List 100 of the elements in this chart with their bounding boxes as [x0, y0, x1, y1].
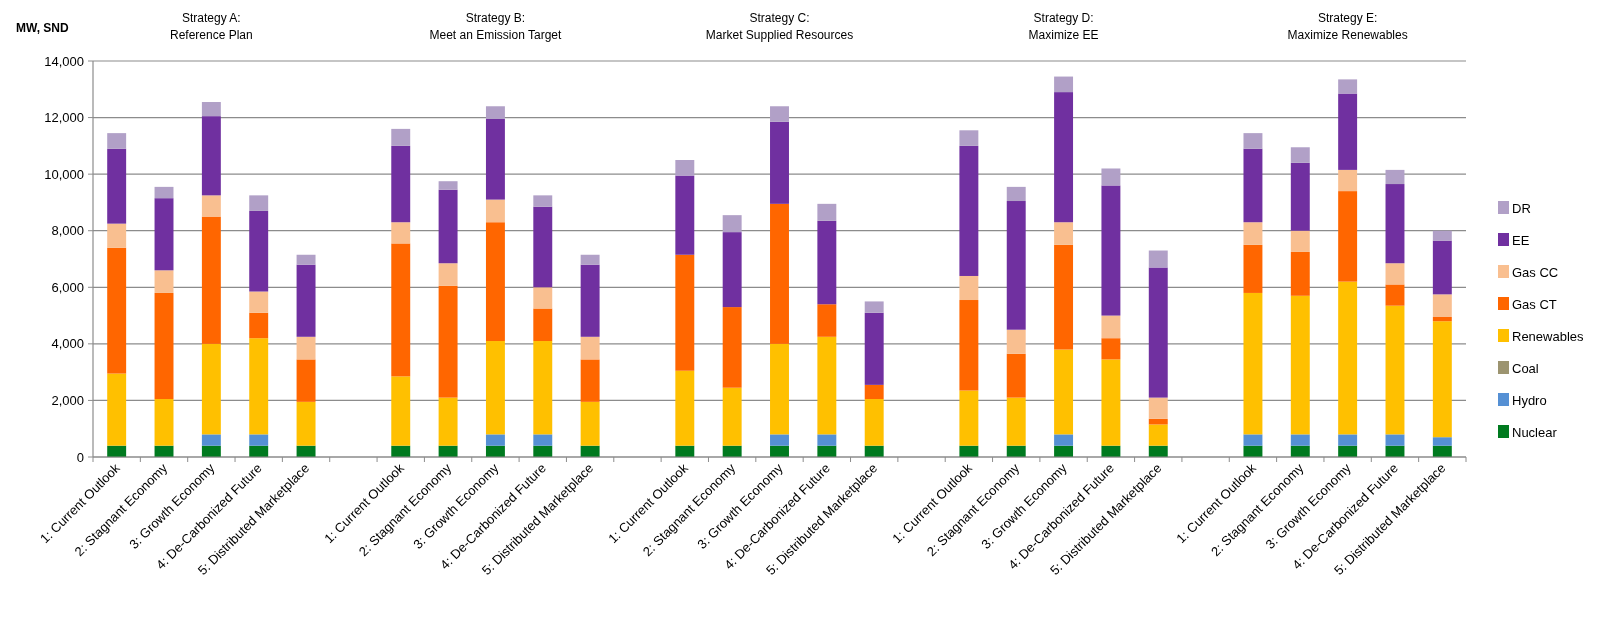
bar: [391, 128, 411, 146]
bar: [296, 336, 316, 360]
bar: [1432, 321, 1452, 438]
bar: [533, 308, 553, 342]
bar: [296, 264, 316, 337]
bar: [1290, 147, 1310, 163]
bar: [201, 102, 221, 117]
bar: [438, 263, 458, 286]
bar: [580, 336, 600, 360]
bar: [864, 399, 884, 446]
bar: [1432, 240, 1452, 295]
bar: [770, 434, 789, 446]
bar: [1338, 434, 1358, 446]
bar: [1243, 148, 1263, 223]
bar: [1338, 79, 1358, 94]
bar: [770, 121, 789, 204]
y-tick-label: 14,000: [44, 53, 84, 69]
bar: [1006, 329, 1026, 354]
bar: [249, 338, 269, 435]
legend-label: Renewables: [1512, 328, 1585, 344]
bar: [1432, 230, 1452, 241]
bar: [201, 343, 221, 435]
bar: [770, 106, 789, 122]
bar: [533, 434, 553, 446]
bar: [296, 359, 316, 402]
bar: [675, 254, 695, 371]
bar: [722, 232, 742, 308]
text: Strategy D: Maximize EE: [1028, 11, 1099, 42]
bar: [1101, 359, 1121, 446]
bar: [296, 254, 316, 265]
bar: [959, 390, 979, 446]
bar: [485, 341, 505, 435]
text: Strategy E: Maximize Renewables: [1287, 11, 1408, 42]
bar: [485, 222, 505, 342]
bar: [675, 160, 695, 176]
bar: [1290, 162, 1310, 231]
bar: [580, 254, 600, 265]
bar: [1054, 76, 1074, 93]
bar: [1054, 92, 1074, 223]
bar: [1054, 434, 1074, 446]
bar: [722, 387, 742, 446]
bar: [1385, 263, 1405, 285]
bar: [391, 243, 411, 377]
bar: [1006, 201, 1026, 330]
bar: [1006, 186, 1026, 202]
bar: [154, 186, 174, 199]
bar: [107, 373, 127, 446]
bar: [1243, 292, 1263, 435]
bar: [1432, 294, 1452, 317]
bar: [249, 312, 269, 339]
y-tick-label: 12,000: [44, 110, 84, 126]
bar: [391, 376, 411, 446]
bar: [201, 216, 221, 344]
bar: [107, 148, 127, 224]
bar: [438, 285, 458, 398]
bar: [1006, 397, 1026, 446]
bar: [675, 175, 695, 255]
bar: [959, 275, 979, 301]
bar: [533, 206, 553, 288]
y-tick-label: 6,000: [51, 279, 84, 295]
bar: [864, 384, 884, 400]
bar: [1101, 185, 1121, 316]
bar: [864, 301, 884, 313]
bar: [154, 292, 174, 400]
bar: [438, 397, 458, 446]
text: Strategy C: Market Supplied Resources: [705, 11, 854, 42]
bar: [1101, 315, 1121, 339]
bar: [722, 215, 742, 233]
bar: [1054, 222, 1074, 245]
legend-label: DR: [1512, 200, 1531, 216]
bar: [249, 434, 269, 446]
bar: [1290, 295, 1310, 435]
text: Strategy A: Reference Plan: [170, 11, 253, 42]
bar: [1148, 424, 1168, 446]
bar: [249, 291, 269, 313]
bar: [1385, 284, 1405, 306]
bar: [1432, 437, 1452, 446]
bar: [817, 304, 837, 337]
bar: [1101, 168, 1121, 186]
bar: [1338, 191, 1358, 282]
legend-label: Gas CT: [1512, 296, 1557, 312]
y-tick-label: 8,000: [51, 223, 84, 239]
bar: [533, 195, 553, 207]
bar: [249, 195, 269, 211]
bar: [1054, 349, 1074, 435]
bar: [1243, 434, 1263, 446]
y-axis-title: MW, SND: [16, 21, 69, 35]
bar: [1243, 133, 1263, 149]
legend-label: EE: [1512, 232, 1530, 248]
bar: [107, 133, 127, 149]
bar: [675, 370, 695, 446]
y-tick-label: 0: [76, 449, 84, 465]
bar: [438, 181, 458, 190]
bar: [1054, 244, 1074, 350]
bar: [201, 434, 221, 446]
legend-label: Coal: [1512, 360, 1539, 376]
bar: [533, 287, 553, 309]
bar: [1148, 250, 1168, 268]
bar: [249, 210, 269, 292]
bar: [580, 401, 600, 446]
